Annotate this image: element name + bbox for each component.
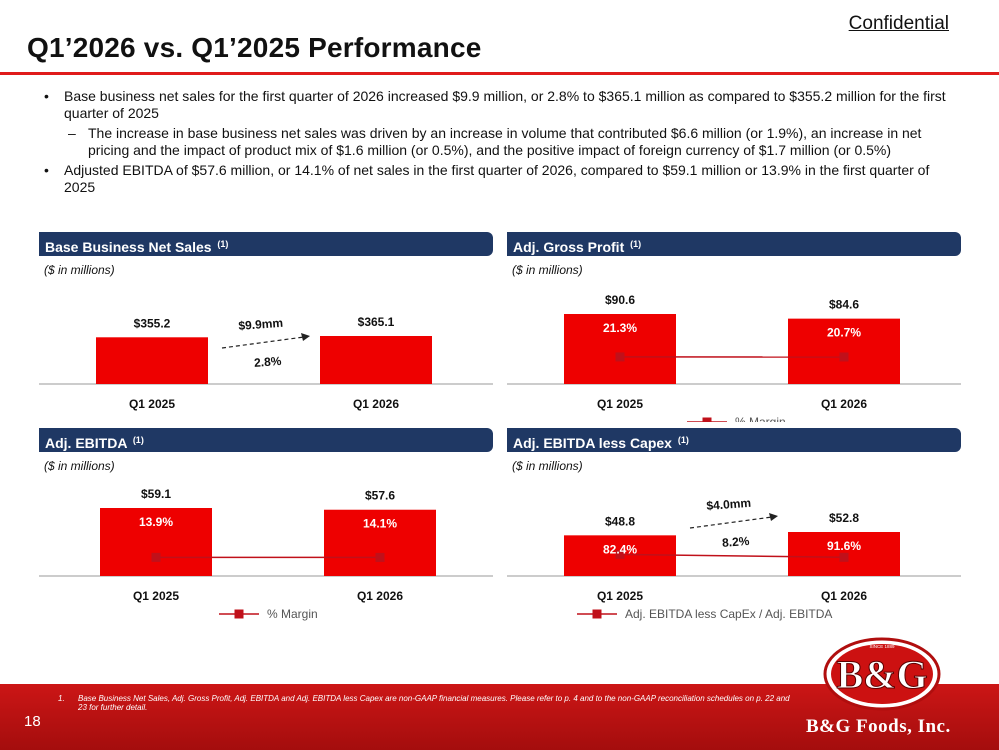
bg-foods-logo: SINCE 1889 B&G — [823, 637, 941, 711]
unit-label: ($ in millions) — [512, 263, 583, 277]
category-label: Q1 2025 — [129, 397, 175, 411]
category-label: Q1 2025 — [597, 589, 643, 603]
category-label: Q1 2025 — [597, 397, 643, 411]
unit-label: ($ in millions) — [44, 459, 115, 473]
value-label: $59.1 — [141, 487, 171, 501]
value-label: $355.2 — [134, 316, 171, 330]
footnote-text: Base Business Net Sales, Adj. Gross Prof… — [78, 694, 790, 712]
category-label: Q1 2026 — [353, 397, 399, 411]
margin-marker-1 — [151, 552, 161, 562]
title-divider — [0, 72, 999, 75]
margin-label: 14.1% — [363, 517, 397, 531]
bullet-net-sales: Base business net sales for the first qu… — [40, 88, 960, 122]
change-amount-label: $4.0mm — [706, 496, 752, 513]
footnote-ref: (1) — [217, 239, 229, 249]
unit-label: ($ in millions) — [512, 459, 583, 473]
confidential-label: Confidential — [848, 13, 949, 34]
value-label: $48.8 — [605, 514, 635, 528]
legend-marker — [234, 609, 244, 619]
bar-1 — [564, 314, 676, 384]
category-label: Q1 2026 — [821, 397, 867, 411]
bar-1 — [100, 508, 212, 576]
margin-marker-2 — [839, 352, 849, 362]
footer-bar — [0, 684, 999, 750]
panel-title: Adj. EBITDA — [45, 435, 127, 451]
legend-marker — [702, 417, 712, 422]
page-number: 18 — [24, 713, 41, 730]
bullet-ebitda: Adjusted EBITDA of $57.6 million, or 14.… — [40, 162, 960, 196]
bar-2 — [324, 509, 436, 576]
panel-header-gross-profit: Adj. Gross Profit (1) — [507, 232, 961, 256]
legend-label: % Margin — [735, 415, 786, 422]
change-arrow-line — [689, 516, 773, 529]
category-label: Q1 2026 — [357, 589, 403, 603]
margin-label: 20.7% — [827, 326, 861, 340]
margin-label: 21.3% — [603, 321, 637, 335]
value-label: $57.6 — [365, 489, 395, 503]
value-label: $52.8 — [829, 511, 859, 525]
margin-marker-1 — [615, 549, 625, 559]
legend-label: Adj. EBITDA less CapEx / Adj. EBITDA — [625, 607, 832, 621]
footnote-ref: (1) — [132, 435, 144, 445]
sub-bullet-drivers: The increase in base business net sales … — [40, 125, 960, 159]
panel-header-net-sales: Base Business Net Sales (1) — [39, 232, 493, 256]
panel-ebitda-capex: Adj. EBITDA less Capex (1) ($ in million… — [507, 428, 961, 621]
unit-label: ($ in millions) — [44, 263, 115, 277]
change-percent-label: 2.8% — [254, 354, 283, 370]
margin-label: 13.9% — [139, 515, 173, 529]
panel-title: Adj. EBITDA less Capex — [513, 435, 672, 451]
panel-ebitda: Adj. EBITDA (1) ($ in millions) $59.1 Q1 … — [39, 428, 493, 621]
bar-2 — [320, 336, 432, 384]
category-label: Q1 2025 — [133, 589, 179, 603]
margin-label: 91.6% — [827, 539, 861, 553]
brand-name: B&G Foods, Inc. — [806, 716, 951, 737]
panel-gross-profit: Adj. Gross Profit (1) ($ in millions) $9… — [507, 232, 961, 422]
panel-header-ebitda: Adj. EBITDA (1) — [39, 428, 493, 452]
logo-since-text: SINCE 1889 — [869, 644, 895, 649]
bar-1 — [96, 337, 208, 384]
margin-marker-2 — [839, 552, 849, 562]
change-amount-label: $9.9mm — [238, 316, 284, 333]
margin-marker-2 — [375, 552, 385, 562]
panel-title: Adj. Gross Profit — [513, 239, 625, 255]
value-label: $365.1 — [358, 315, 395, 329]
value-label: $84.6 — [829, 298, 859, 312]
change-arrow-head — [301, 333, 310, 341]
category-label: Q1 2026 — [821, 589, 867, 603]
legend-label: % Margin — [267, 607, 318, 621]
change-percent-label: 8.2% — [722, 534, 751, 550]
gross-profit-chart: $90.6 Q1 2025 $84.6 Q1 2026 21.3% 20.7% % Marg… — [507, 293, 961, 422]
footnote-ref: (1) — [677, 435, 689, 445]
footnote-ref: (1) — [630, 239, 642, 249]
panel-title: Base Business Net Sales — [45, 239, 212, 255]
change-arrow-line — [221, 336, 305, 349]
change-arrow-head — [769, 513, 778, 521]
margin-marker-1 — [615, 352, 625, 362]
value-label: $90.6 — [605, 293, 635, 307]
bar-2 — [788, 318, 900, 384]
logo-wordmark: B&G — [836, 652, 927, 697]
net-sales-chart: $355.2 Q1 2025 $365.1 Q1 2026 $9.9mm 2.8% — [39, 315, 493, 411]
margin-line — [619, 553, 845, 559]
footnote-number: 1. — [58, 694, 65, 703]
page-title: Q1’2026 vs. Q1’2025 Performance — [27, 32, 482, 63]
panel-net-sales: Base Business Net Sales (1) ($ in millio… — [39, 232, 493, 422]
panel-header-ebitda-capex: Adj. EBITDA less Capex (1) — [507, 428, 961, 452]
margin-label: 82.4% — [603, 542, 637, 556]
summary-bullets: Base business net sales for the first qu… — [40, 88, 960, 199]
ebitda-capex-chart: $48.8 Q1 2025 $52.8 Q1 2026 82.4% 91.6% Adj. E… — [507, 496, 961, 621]
legend-marker — [592, 609, 602, 619]
ebitda-chart: $59.1 Q1 2025 $57.6 Q1 2026 13.9% 14.1% % Marg… — [39, 487, 493, 621]
footnote: 1. Base Business Net Sales, Adj. Gross P… — [58, 694, 798, 712]
